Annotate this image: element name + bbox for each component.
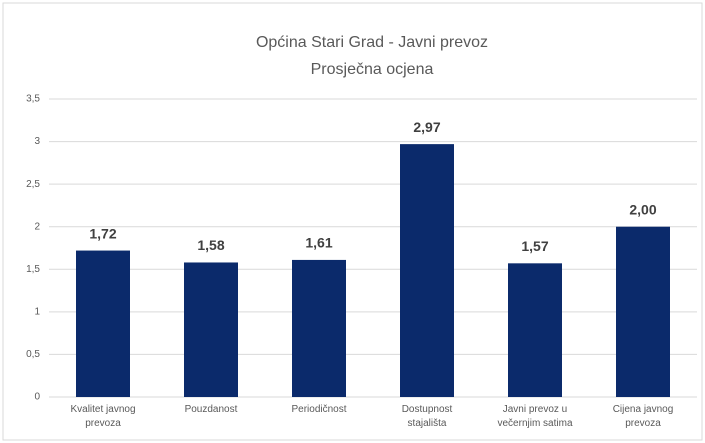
data-label: 1,61 [305, 235, 332, 251]
data-label: 1,72 [89, 225, 116, 241]
x-tick-label: Periodičnost [291, 404, 347, 415]
data-label: 1,57 [521, 238, 548, 254]
y-tick-label: 3,5 [26, 94, 40, 105]
bar [400, 144, 454, 397]
bar [292, 259, 346, 397]
bar [184, 262, 238, 397]
x-tick-label: Dostupnost stajališta [401, 404, 453, 429]
y-tick-label: 3 [34, 136, 40, 147]
y-tick-label: 0 [34, 392, 40, 403]
y-tick-label: 0,5 [26, 349, 40, 360]
x-tick-label: Cijena javnog prevoza [612, 404, 674, 429]
bar [616, 226, 670, 397]
y-tick-label: 1 [34, 306, 40, 317]
y-tick-label: 2 [34, 221, 40, 232]
chart-title: Općina Stari Grad - Javni prevoz [256, 34, 488, 51]
x-tick-label: Javni prevoz u večernjim satima [497, 404, 573, 429]
data-label: 1,58 [197, 237, 224, 253]
bar [508, 263, 562, 397]
bar [76, 250, 130, 397]
x-tick-label: Kvalitet javnog prevoza [70, 404, 136, 429]
x-tick-label: Pouzdanost [184, 404, 238, 415]
chart-subtitle: Prosječna ocjena [311, 61, 434, 78]
data-label: 2,97 [413, 119, 440, 135]
data-label: 2,00 [629, 201, 656, 217]
y-tick-label: 1,5 [26, 264, 40, 275]
y-tick-label: 2,5 [26, 179, 40, 190]
